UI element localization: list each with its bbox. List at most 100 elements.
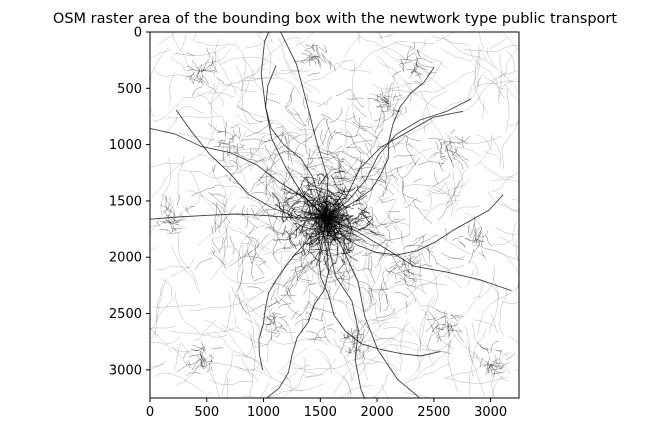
road-segment: [230, 124, 240, 129]
road-segment: [308, 194, 321, 221]
road-segment: [220, 56, 276, 67]
road-segment: [464, 237, 474, 242]
road-segment: [337, 64, 372, 73]
road-segment: [329, 218, 349, 224]
road-segment: [245, 333, 253, 358]
road-segment: [280, 294, 296, 297]
road-segment: [478, 71, 486, 88]
road-segment: [478, 240, 485, 242]
road-segment: [284, 357, 306, 397]
road-segment: [357, 322, 367, 334]
road-segment: [281, 276, 292, 289]
road-segment: [427, 137, 443, 140]
road-segment: [339, 162, 346, 170]
road-segment: [170, 56, 185, 72]
road-segment: [307, 56, 316, 59]
road-segment: [326, 328, 336, 334]
road-segment: [156, 296, 175, 322]
road-segment: [415, 73, 420, 77]
road-segment: [329, 60, 331, 70]
road-segment: [330, 252, 345, 262]
road-segment: [293, 60, 305, 65]
road-segment: [505, 50, 515, 72]
road-segment: [300, 247, 305, 268]
road-segment: [303, 282, 317, 296]
road-segment: [227, 225, 272, 270]
road-segment: [490, 366, 504, 371]
road-segment: [315, 250, 323, 267]
road-segment: [408, 235, 424, 256]
road-segment: [323, 328, 330, 343]
road-segment: [240, 197, 304, 207]
road-segment: [389, 253, 408, 277]
road-segment: [480, 51, 519, 94]
road-segment: [358, 333, 362, 341]
road-segment: [401, 268, 405, 275]
road-segment: [212, 246, 215, 255]
road-segment: [412, 252, 423, 262]
road-segment: [440, 155, 445, 158]
road-segment: [358, 33, 405, 58]
road-segment: [492, 240, 512, 246]
road-segment: [255, 181, 266, 187]
road-segment: [343, 156, 360, 180]
road-segment: [402, 156, 421, 178]
road-segment: [424, 244, 438, 266]
road-segment: [234, 160, 242, 169]
road-segment: [334, 239, 350, 251]
road-segment: [486, 361, 490, 374]
road-segment: [276, 253, 283, 296]
road-segment: [171, 217, 179, 223]
road-segment: [376, 104, 386, 108]
road-segment: [325, 129, 336, 149]
road-segment: [379, 175, 387, 198]
road-segment: [351, 328, 354, 343]
road-segment: [305, 125, 319, 143]
road-segment: [295, 270, 298, 281]
road-segment: [433, 171, 439, 185]
road-segment: [378, 281, 384, 312]
road-segment: [209, 60, 217, 67]
road-segment: [461, 44, 481, 106]
road-segment: [234, 315, 242, 332]
road-segment: [482, 74, 505, 90]
road-segment: [280, 170, 288, 192]
road-segment: [305, 111, 310, 123]
road-segment: [292, 108, 307, 126]
road-segment: [389, 301, 398, 318]
road-segment: [228, 250, 253, 267]
road-segment: [179, 194, 201, 217]
road-segment: [313, 219, 318, 224]
road-segment: [287, 119, 305, 133]
road-segment: [418, 243, 426, 295]
road-segment: [283, 208, 293, 219]
road-segment: [194, 42, 237, 47]
road-segment: [471, 328, 486, 377]
road-segment: [264, 180, 276, 193]
road-segment: [437, 139, 443, 150]
road-segment: [167, 227, 177, 234]
road-segment: [344, 37, 361, 58]
road-segment: [311, 240, 322, 248]
road-segment: [237, 293, 248, 315]
road-segment: [391, 143, 434, 165]
road-segment: [447, 343, 458, 392]
road-segment: [216, 77, 224, 84]
road-segment: [404, 79, 418, 97]
road-segment: [391, 71, 402, 78]
road-segment: [327, 131, 343, 156]
road-segment: [165, 111, 180, 134]
road-segment: [452, 147, 459, 157]
road-segment: [502, 362, 510, 366]
road-segment: [242, 212, 258, 229]
road-segment: [245, 235, 258, 243]
road-segment: [209, 228, 228, 242]
road-segment: [303, 157, 314, 170]
road-segment: [251, 152, 303, 168]
road-segment: [357, 221, 372, 232]
road-segment: [302, 307, 327, 325]
road-segment: [277, 295, 302, 316]
road-segment: [205, 320, 248, 360]
road-segment: [431, 323, 445, 332]
road-segment: [314, 56, 325, 63]
